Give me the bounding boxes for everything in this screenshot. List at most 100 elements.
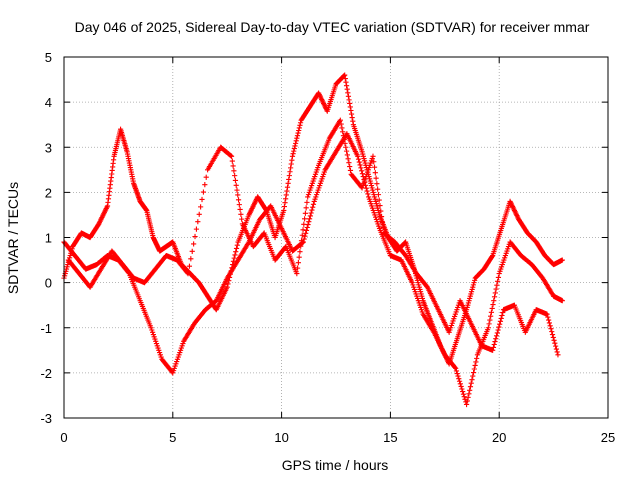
- data-point: [296, 127, 302, 134]
- data-point: [291, 148, 297, 154]
- data-point: [347, 167, 354, 174]
- data-point: [497, 321, 503, 327]
- data-point: [370, 153, 376, 159]
- data-point: [346, 97, 352, 103]
- x-tick-label: 25: [601, 430, 615, 445]
- data-point: [284, 188, 290, 194]
- data-point: [455, 373, 461, 379]
- data-point: [186, 263, 193, 269]
- data-point: [375, 192, 382, 198]
- data-point: [300, 227, 306, 233]
- data-point: [231, 255, 237, 261]
- data-point: [296, 125, 302, 131]
- data-point: [348, 107, 354, 114]
- data-point: [339, 125, 345, 131]
- data-point: [493, 336, 499, 342]
- y-tick-label: 5: [45, 50, 52, 65]
- data-point: [347, 163, 353, 170]
- data-point: [495, 278, 501, 284]
- data-point: [495, 274, 502, 281]
- data-point: [377, 202, 383, 209]
- data-point: [555, 352, 561, 358]
- data-point: [473, 359, 479, 365]
- data-point: [375, 186, 381, 192]
- data-point: [456, 378, 463, 384]
- data-point: [374, 181, 380, 187]
- data-point: [347, 100, 353, 107]
- data-point: [372, 170, 378, 176]
- y-tick-label: 1: [45, 231, 52, 246]
- data-point: [198, 204, 204, 210]
- data-point: [307, 213, 313, 219]
- data-point: [304, 199, 310, 205]
- data-point: [491, 341, 497, 348]
- y-tick-label: -3: [40, 411, 52, 426]
- data-point: [234, 242, 240, 248]
- data-point: [498, 315, 504, 322]
- data-point: [282, 200, 288, 206]
- data-points: [61, 72, 565, 408]
- data-point: [467, 384, 474, 390]
- data-point: [500, 310, 506, 316]
- data-point: [546, 317, 552, 323]
- data-point: [287, 169, 293, 175]
- axis-ticks: 0 5 10 15 20 25 -3 -2 -1 0 1 2 3 4 5: [40, 50, 615, 445]
- data-point: [296, 254, 302, 260]
- data-point: [341, 136, 347, 143]
- data-point: [283, 192, 289, 198]
- data-point: [549, 331, 556, 338]
- data-point: [232, 173, 238, 179]
- data-point: [492, 290, 498, 296]
- data-point: [184, 270, 190, 276]
- data-point: [468, 380, 474, 386]
- data-point: [286, 176, 292, 183]
- data-point: [308, 210, 314, 216]
- data-point: [489, 253, 495, 260]
- y-tick-label: 2: [45, 185, 52, 200]
- data-point: [551, 337, 557, 343]
- data-point: [469, 377, 475, 383]
- data-point: [453, 365, 459, 371]
- data-point: [488, 313, 494, 319]
- data-point: [546, 320, 553, 326]
- data-point: [237, 206, 243, 213]
- data-point: [345, 156, 351, 162]
- data-point: [359, 171, 366, 177]
- data-point: [235, 197, 242, 203]
- x-tick-label: 20: [492, 430, 506, 445]
- data-point: [494, 282, 500, 288]
- data-point: [458, 383, 464, 390]
- data-point: [343, 83, 350, 89]
- data-point: [338, 121, 344, 127]
- data-point: [292, 143, 298, 149]
- data-point: [235, 192, 241, 198]
- data-point: [233, 182, 239, 188]
- data-point: [467, 387, 473, 393]
- data-point: [554, 349, 560, 355]
- data-point: [239, 216, 245, 222]
- data-point: [548, 326, 554, 332]
- data-point: [464, 398, 470, 404]
- data-point: [494, 330, 500, 336]
- data-point: [285, 180, 291, 186]
- data-point: [229, 158, 235, 164]
- data-point: [553, 346, 559, 352]
- data-point: [298, 243, 304, 249]
- data-point: [373, 175, 379, 181]
- data-point: [547, 323, 553, 329]
- data-point: [342, 75, 348, 82]
- data-point: [288, 165, 294, 171]
- data-point: [294, 271, 300, 277]
- data-point: [491, 298, 497, 304]
- data-point: [471, 366, 477, 372]
- data-point: [466, 391, 472, 397]
- data-point: [349, 114, 355, 121]
- data-point: [460, 391, 467, 397]
- data-point: [497, 318, 504, 324]
- data-point: [490, 301, 496, 308]
- data-point: [343, 148, 350, 154]
- data-point: [304, 224, 310, 231]
- data-point: [470, 373, 476, 379]
- data-point: [357, 162, 363, 168]
